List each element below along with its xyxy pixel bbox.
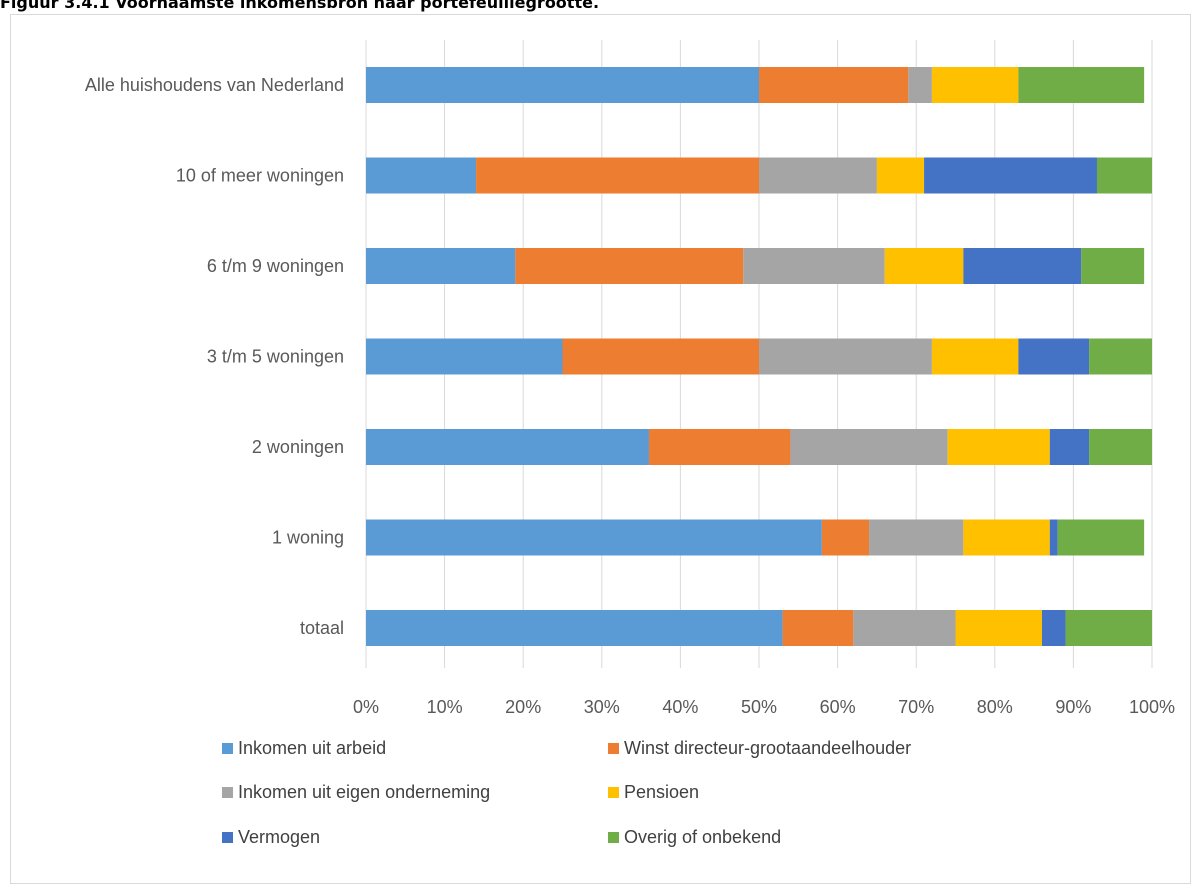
bar-segment (924, 157, 1097, 194)
bar-segment (947, 429, 1050, 465)
legend-item: Inkomen uit arbeid (222, 738, 386, 758)
legend-label: Inkomen uit eigen onderneming (238, 782, 491, 802)
bar-segment (366, 519, 822, 556)
legend-label: Vermogen (238, 827, 321, 847)
category-label: Alle huishoudens van Nederland (85, 75, 344, 95)
x-tick-label: 40% (662, 697, 698, 717)
bar-segment (884, 248, 964, 284)
x-tick-label: 90% (1055, 697, 1091, 717)
bar-segment (476, 157, 759, 194)
bar-segment (759, 67, 909, 103)
bar-segment (1049, 429, 1090, 465)
bar-segment (759, 338, 932, 375)
bar-segment (908, 67, 932, 103)
category-label: 10 of meer woningen (176, 166, 344, 186)
bar-segment (853, 610, 956, 646)
x-tick-label: 50% (741, 697, 777, 717)
bar-segment (1018, 338, 1090, 375)
bar-segment (1096, 157, 1152, 194)
legend-item: Pensioen (608, 782, 699, 802)
x-tick-labels: 0% 10% 20% 30% 40% 50% 60% 70% 80% 90% 100% (353, 697, 1175, 717)
bar-segment (782, 610, 854, 646)
category-label: totaal (300, 618, 344, 638)
bar-segment (790, 429, 948, 465)
bar-segment (366, 338, 563, 375)
category-label: 1 woning (272, 528, 344, 548)
legend-item: Vermogen (222, 827, 320, 847)
x-tick-label: 70% (898, 697, 934, 717)
bar-segment (1081, 248, 1145, 284)
figure-title: Figuur 3.4.1 Voornaamste inkomensbron na… (0, 0, 600, 12)
bar-segment (931, 67, 1019, 103)
bars (366, 67, 1152, 646)
bar-segment (869, 519, 964, 556)
bar-segment (1041, 610, 1066, 646)
x-tick-label: 30% (584, 697, 620, 717)
bar-segment (821, 519, 870, 556)
legend-label: Inkomen uit arbeid (238, 738, 387, 758)
bar-segment (1089, 429, 1152, 465)
bar-segment (366, 429, 649, 465)
category-labels: Alle huishoudens van Nederland 10 of meer… (85, 75, 344, 638)
legend-label: Pensioen (624, 782, 700, 802)
category-label: 6 t/m 9 woningen (207, 256, 344, 276)
legend-label: Overig of onbekend (624, 827, 782, 847)
legend-swatch (222, 786, 233, 798)
bar-segment (963, 248, 1082, 284)
legend-item: Winst directeur-grootaandeelhouder (608, 738, 911, 758)
x-tick-label: 0% (353, 697, 379, 717)
bar-segment (1018, 67, 1145, 103)
bar-segment (366, 610, 783, 646)
bar-segment (1065, 610, 1152, 646)
legend-swatch (608, 831, 619, 843)
x-tick-label: 20% (505, 697, 541, 717)
legend-swatch (608, 786, 619, 798)
category-label: 3 t/m 5 woningen (207, 347, 344, 367)
legend-swatch (222, 831, 233, 843)
legend-swatch (608, 742, 619, 754)
bar-segment (366, 67, 759, 103)
x-tick-label: 80% (977, 697, 1013, 717)
bar-segment (876, 157, 925, 194)
bar-segment (366, 248, 516, 284)
bar-segment (1057, 519, 1145, 556)
bar-segment (1049, 519, 1058, 556)
legend-item: Inkomen uit eigen onderneming (222, 782, 490, 802)
bar-segment (955, 610, 1042, 646)
bar-segment (743, 248, 885, 284)
bar-segment (366, 157, 477, 194)
bar-segment (759, 157, 877, 194)
legend-swatch (222, 742, 233, 754)
legend-item: Overig of onbekend (608, 827, 781, 847)
x-tick-label: 60% (820, 697, 856, 717)
bar-segment (963, 519, 1050, 556)
bar-segment (515, 248, 744, 284)
bar-segment (931, 338, 1019, 375)
bar-segment (562, 338, 759, 375)
legend-label: Winst directeur-grootaandeelhouder (624, 738, 912, 758)
x-tick-label: 10% (427, 697, 463, 717)
bar-segment (1089, 338, 1152, 375)
bar-segment (648, 429, 791, 465)
category-label: 2 woningen (252, 437, 344, 457)
x-tick-label: 100% (1129, 697, 1175, 717)
